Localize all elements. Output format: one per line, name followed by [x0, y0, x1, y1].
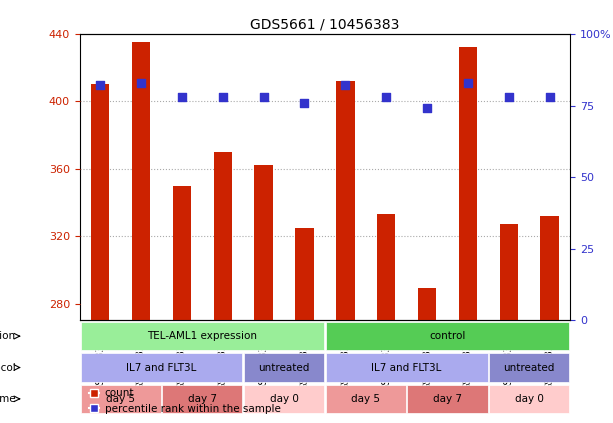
Point: [463, 79, 473, 86]
Bar: [295, 228, 314, 321]
Point: [340, 82, 350, 89]
Point: [381, 93, 391, 100]
Point: [95, 82, 105, 89]
Point: [545, 93, 555, 100]
Bar: [459, 47, 477, 321]
Legend: count, percentile rank within the sample: count, percentile rank within the sample: [85, 384, 284, 418]
FancyBboxPatch shape: [489, 385, 569, 413]
FancyBboxPatch shape: [80, 385, 161, 413]
Text: day 7: day 7: [188, 394, 217, 404]
Point: [177, 93, 187, 100]
FancyBboxPatch shape: [326, 322, 569, 350]
Point: [422, 105, 432, 112]
FancyBboxPatch shape: [80, 322, 324, 350]
FancyBboxPatch shape: [326, 353, 487, 382]
Text: genotype/variation: genotype/variation: [0, 331, 16, 341]
Text: time: time: [0, 394, 16, 404]
Text: IL7 and FLT3L: IL7 and FLT3L: [126, 363, 197, 373]
Text: untreated: untreated: [258, 363, 310, 373]
Point: [504, 93, 514, 100]
Text: control: control: [429, 331, 466, 341]
Text: day 0: day 0: [515, 394, 544, 404]
Bar: [541, 216, 559, 321]
Bar: [377, 214, 395, 321]
Text: TEL-AML1 expression: TEL-AML1 expression: [147, 331, 257, 341]
Text: day 5: day 5: [351, 394, 380, 404]
Text: day 0: day 0: [270, 394, 299, 404]
FancyBboxPatch shape: [162, 385, 242, 413]
Text: day 5: day 5: [106, 394, 135, 404]
FancyBboxPatch shape: [244, 353, 324, 382]
FancyBboxPatch shape: [408, 385, 487, 413]
Bar: [91, 85, 109, 321]
Point: [218, 93, 227, 100]
Bar: [254, 165, 273, 321]
FancyBboxPatch shape: [489, 353, 569, 382]
Bar: [418, 288, 436, 321]
Bar: [132, 42, 150, 321]
Text: IL7 and FLT3L: IL7 and FLT3L: [371, 363, 442, 373]
Point: [300, 99, 310, 106]
Bar: [336, 81, 354, 321]
Point: [259, 93, 268, 100]
Bar: [500, 224, 518, 321]
Bar: [173, 186, 191, 321]
Title: GDS5661 / 10456383: GDS5661 / 10456383: [250, 17, 400, 31]
Text: untreated: untreated: [503, 363, 555, 373]
Point: [136, 79, 146, 86]
FancyBboxPatch shape: [244, 385, 324, 413]
Bar: [213, 152, 232, 321]
Text: protocol: protocol: [0, 363, 16, 373]
Text: day 7: day 7: [433, 394, 462, 404]
FancyBboxPatch shape: [326, 385, 406, 413]
FancyBboxPatch shape: [80, 353, 242, 382]
